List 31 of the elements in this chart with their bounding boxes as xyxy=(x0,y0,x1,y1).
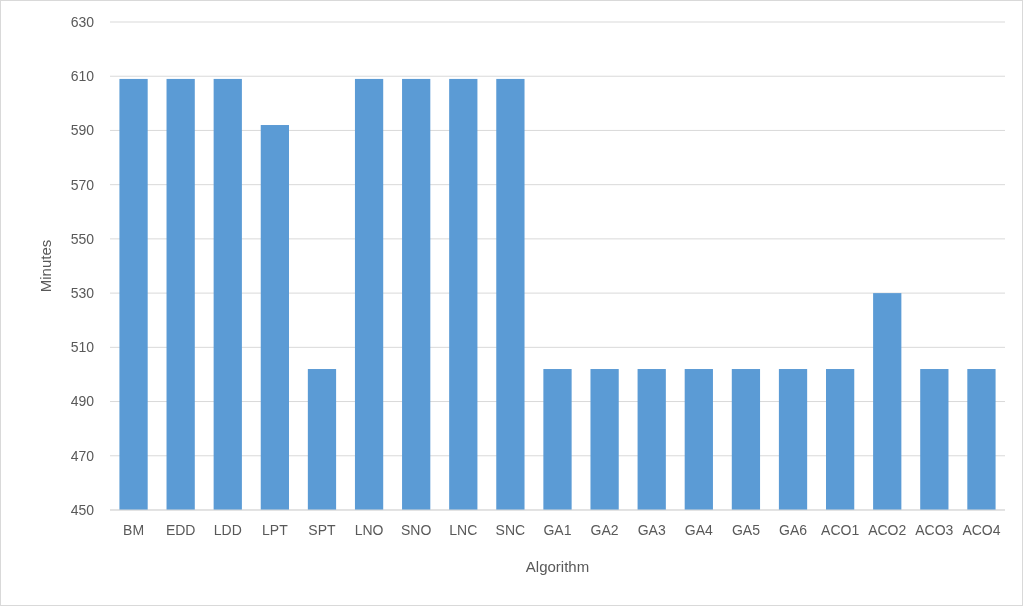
y-tick-label: 530 xyxy=(70,285,95,302)
x-tick-label: GA4 xyxy=(684,522,714,538)
x-tick-label: LPT xyxy=(262,522,289,538)
x-tick-label: GA3 xyxy=(637,522,666,538)
y-tick-label: 630 xyxy=(70,13,95,30)
x-tick-label: GA5 xyxy=(731,522,761,538)
y-tick-label: 510 xyxy=(70,339,95,356)
x-tick-label: ACO1 xyxy=(821,522,860,538)
y-axis-title: Minutes xyxy=(37,239,54,293)
x-tick-label: SNC xyxy=(495,522,526,538)
x-axis-title: Algorithm xyxy=(525,558,590,575)
y-tick-label: 610 xyxy=(70,68,95,85)
x-tick-label: LNO xyxy=(354,522,384,538)
x-tick-label: SNO xyxy=(401,522,432,538)
x-tick-label: LDD xyxy=(213,522,242,538)
y-tick-label: 450 xyxy=(70,501,95,518)
x-tick-label: GA1 xyxy=(543,522,572,538)
x-tick-label: GA2 xyxy=(590,522,619,538)
x-tick-label: BM xyxy=(123,522,145,538)
y-tick-label: 470 xyxy=(70,447,95,464)
x-tick-label: EDD xyxy=(165,522,196,538)
y-tick-label: 570 xyxy=(70,176,95,193)
y-tick-label: 490 xyxy=(70,393,95,410)
x-tick-label: SPT xyxy=(308,522,337,538)
x-tick-label: ACO2 xyxy=(868,522,907,538)
y-tick-label: 550 xyxy=(70,230,95,247)
x-tick-label: ACO4 xyxy=(962,522,1001,538)
x-tick-label: GA6 xyxy=(779,522,808,538)
x-tick-label: LNC xyxy=(449,522,478,538)
x-tick-label: ACO3 xyxy=(915,522,954,538)
y-tick-label: 590 xyxy=(70,122,95,139)
